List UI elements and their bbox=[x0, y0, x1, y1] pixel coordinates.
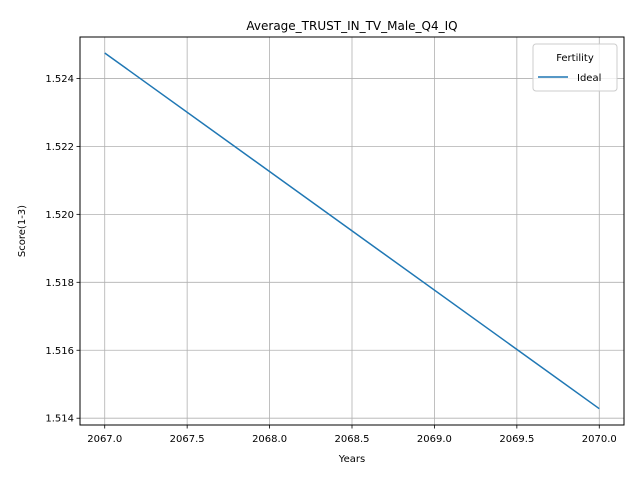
x-axis-label: Years bbox=[338, 454, 365, 465]
legend-title: Fertility bbox=[556, 53, 594, 64]
y-tick-label: 1.520 bbox=[45, 210, 74, 221]
y-axis: 1.514 1.516 1.518 1.520 1.522 1.524 bbox=[45, 74, 80, 425]
y-tick-label: 1.518 bbox=[45, 278, 74, 289]
x-tick-label: 2067.0 bbox=[87, 434, 122, 445]
y-axis-label: Score(1-3) bbox=[17, 205, 28, 257]
x-axis: 2067.0 2067.5 2068.0 2068.5 2069.0 2069.5 2070… bbox=[87, 425, 617, 445]
legend-label-ideal: Ideal bbox=[577, 73, 601, 84]
grid bbox=[80, 37, 624, 425]
x-tick-label: 2070.0 bbox=[582, 434, 617, 445]
x-tick-label: 2068.0 bbox=[252, 434, 287, 445]
chart-title: Average_TRUST_IN_TV_Male_Q4_IQ bbox=[246, 19, 457, 33]
series-line-ideal bbox=[104, 52, 600, 410]
y-tick-label: 1.524 bbox=[45, 74, 74, 85]
x-tick-label: 2069.5 bbox=[499, 434, 534, 445]
legend-box bbox=[532, 43, 618, 92]
y-tick-label: 1.514 bbox=[45, 414, 74, 425]
y-tick-label: 1.516 bbox=[45, 346, 74, 357]
legend: Fertility Ideal bbox=[532, 43, 618, 92]
y-tick-label: 1.522 bbox=[45, 142, 74, 153]
x-tick-label: 2067.5 bbox=[170, 434, 205, 445]
x-tick-label: 2069.0 bbox=[417, 434, 452, 445]
series-layer bbox=[104, 52, 600, 410]
x-tick-label: 2068.5 bbox=[335, 434, 370, 445]
